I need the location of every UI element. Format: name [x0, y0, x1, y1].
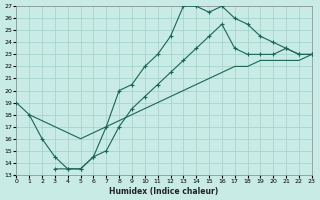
X-axis label: Humidex (Indice chaleur): Humidex (Indice chaleur)	[109, 187, 219, 196]
